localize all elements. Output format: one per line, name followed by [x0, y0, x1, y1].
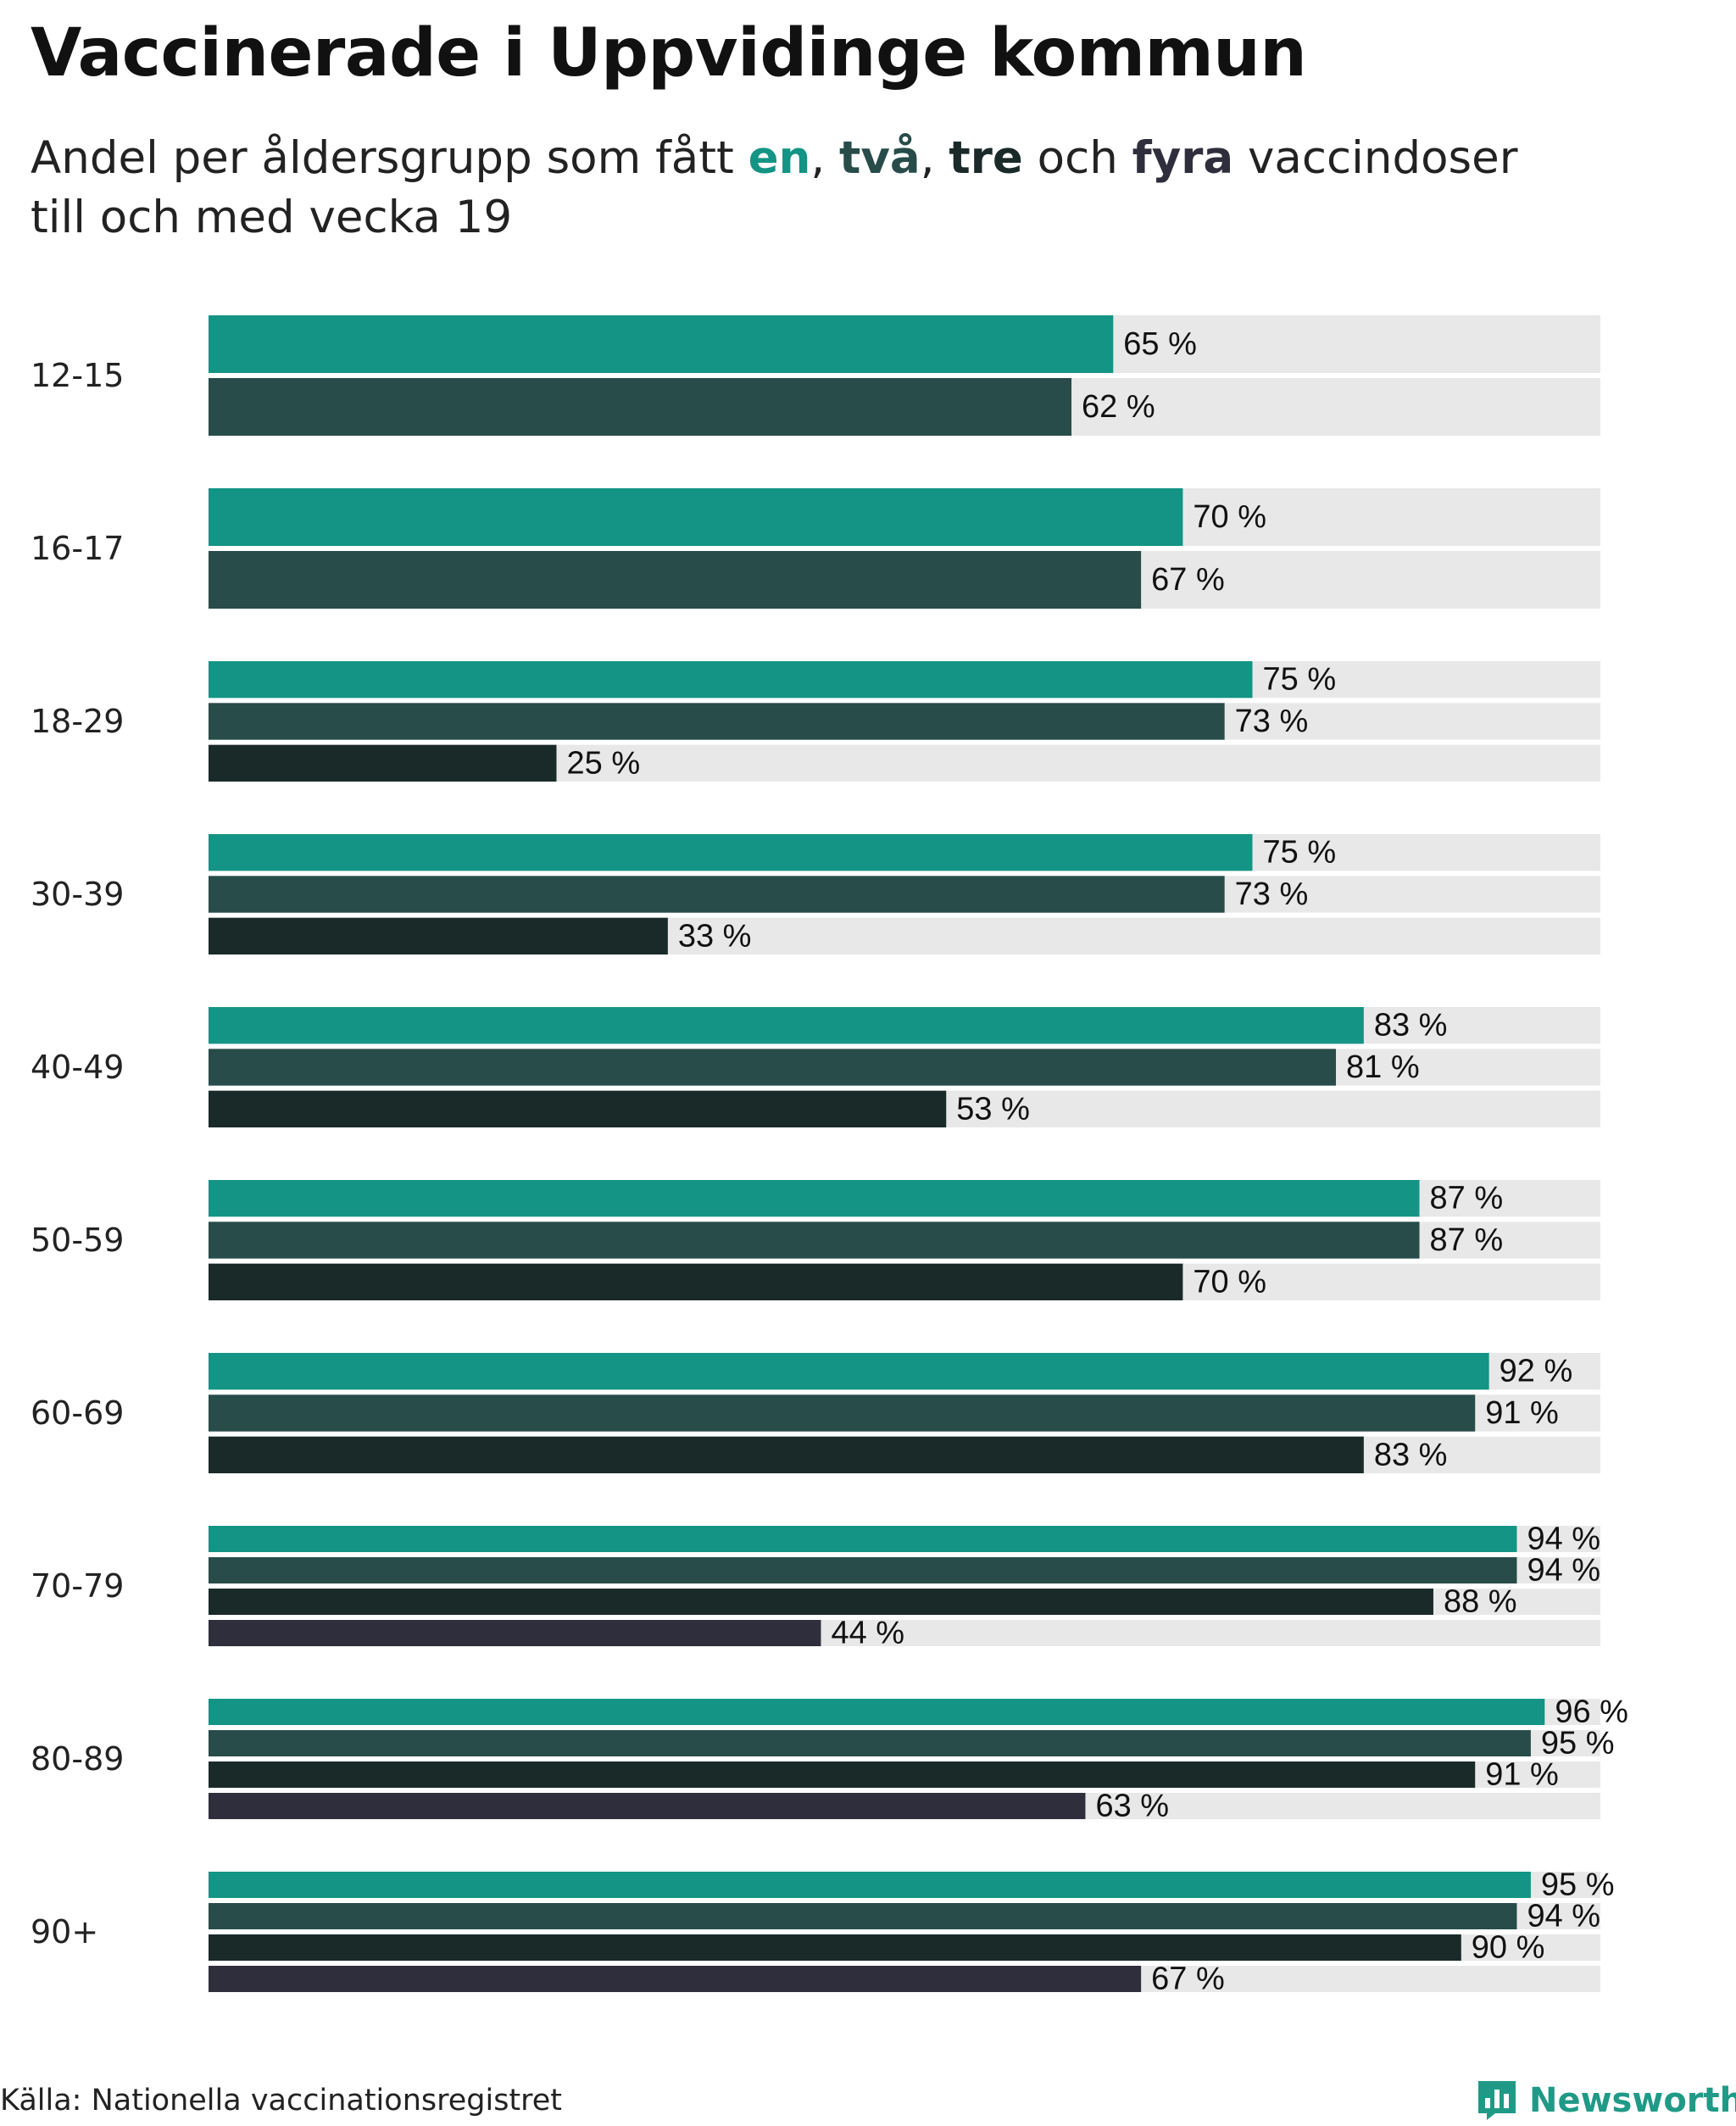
- bar-value-label: 25 %: [567, 745, 641, 781]
- bar-value-label: 62 %: [1082, 389, 1155, 425]
- bar-value-label: 96 %: [1555, 1695, 1628, 1730]
- bar-value-label: 83 %: [1374, 1437, 1448, 1472]
- bar-value-label: 67 %: [1151, 562, 1225, 598]
- bar-value-label: 94 %: [1527, 1522, 1600, 1557]
- bar-dose-2: [209, 1222, 1420, 1259]
- subtitle-dose-four: fyra: [1132, 132, 1234, 184]
- bar-value-label: 83 %: [1374, 1008, 1448, 1044]
- bar-value-label: 75 %: [1263, 835, 1337, 871]
- bar-value-label: 63 %: [1095, 1789, 1169, 1824]
- age-group-label: 90+: [31, 1913, 98, 1951]
- age-group-label: 60-69: [31, 1394, 124, 1432]
- age-group-label: 12-15: [31, 357, 124, 394]
- bar-value-label: 88 %: [1444, 1584, 1517, 1620]
- bar-dose-3: [209, 1589, 1433, 1615]
- age-group-label: 70-79: [31, 1567, 124, 1605]
- age-group-3: 30-39 75 % 73 % 33 %: [31, 834, 1600, 954]
- age-group-label: 16-17: [31, 530, 124, 567]
- bar-value-label: 91 %: [1485, 1757, 1559, 1793]
- bar-value-label: 81 %: [1346, 1049, 1420, 1085]
- bar-chart: 12-15 65 % 62 % 16-17 70 % 67 % 18-29 75 % 73 % 2…: [31, 315, 1628, 1997]
- bar-value-label: 67 %: [1151, 1962, 1225, 1997]
- bar-value-label: 65 %: [1123, 326, 1197, 362]
- bar-value-label: 73 %: [1235, 877, 1309, 912]
- bar-dose-1: [209, 661, 1253, 698]
- bar-value-label: 87 %: [1430, 1181, 1504, 1216]
- age-group-9: 90+ 95 %94 %90 % 67 %: [31, 1867, 1615, 1997]
- bar-value-label: 75 %: [1263, 662, 1337, 698]
- brand-logo: Newsworthy: [1477, 2075, 1736, 2126]
- bar-dose-1: [209, 1699, 1545, 1725]
- subtitle-separator: och: [1022, 132, 1132, 184]
- age-group-6: 60-69 92 % 91 % 83 %: [31, 1353, 1600, 1473]
- bar-dose-3: [209, 1263, 1183, 1300]
- bar-dose-1: [209, 315, 1114, 373]
- bar-value-label: 53 %: [956, 1091, 1030, 1127]
- bar-dose-3: [209, 1436, 1364, 1473]
- bar-dose-2: [209, 1557, 1517, 1583]
- age-group-label: 40-49: [31, 1049, 124, 1086]
- age-group-8: 80-89 96 %95 %91 % 63 %: [31, 1695, 1628, 1824]
- bar-dose-3: [209, 744, 557, 782]
- bar-value-label: 95 %: [1541, 1726, 1615, 1761]
- bar-dose-2: [209, 1394, 1476, 1432]
- bar-dose-2: [209, 378, 1072, 436]
- bar-value-label: 94 %: [1527, 1553, 1600, 1589]
- bar-value-label: 91 %: [1485, 1395, 1559, 1431]
- bar-value-label: 73 %: [1235, 704, 1309, 739]
- subtitle-line-2: till och med vecka 19: [31, 192, 513, 243]
- bar-dose-1: [209, 1353, 1489, 1390]
- bar-value-label: 44 %: [831, 1616, 904, 1651]
- subtitle-dose-two: två: [839, 132, 921, 184]
- age-group-label: 80-89: [31, 1740, 124, 1778]
- age-group-0: 12-15 65 % 62 %: [31, 315, 1600, 436]
- bar-dose-2: [209, 1730, 1531, 1756]
- bar-dose-1: [209, 1180, 1420, 1217]
- bar-dose-4: [209, 1793, 1086, 1819]
- newsworthy-logo-icon: [1478, 2081, 1516, 2120]
- bar-dose-2: [209, 876, 1225, 913]
- subtitle-dose-one: en: [748, 132, 811, 184]
- age-group-5: 50-59 87 % 87 % 70 %: [31, 1180, 1600, 1300]
- bar-dose-3: [209, 1934, 1461, 1961]
- bar-dose-1: [209, 1526, 1517, 1552]
- source-note: Källa: Nationella vaccinationsregistret: [0, 2084, 563, 2118]
- age-group-1: 16-17 70 % 67 %: [31, 488, 1600, 609]
- bar-dose-2: [209, 1903, 1517, 1929]
- subtitle-suffix: vaccindoser: [1233, 132, 1518, 184]
- age-group-2: 18-29 75 % 73 % 25 %: [31, 661, 1600, 782]
- bar-value-label: 92 %: [1500, 1354, 1573, 1389]
- subtitle-separator: ,: [920, 132, 949, 184]
- chart-title: Vaccinerade i Uppvidinge kommun: [31, 15, 1307, 92]
- bar-value-label: 94 %: [1527, 1899, 1600, 1934]
- bar-dose-4: [209, 1966, 1142, 1992]
- bar-dose-2: [209, 703, 1225, 740]
- bar-value-label: 70 %: [1193, 1264, 1266, 1300]
- bar-dose-2: [209, 1049, 1337, 1086]
- bar-dose-1: [209, 1872, 1531, 1898]
- bar-value-label: 33 %: [678, 918, 752, 954]
- bar-dose-3: [209, 917, 668, 954]
- brand-name: Newsworthy: [1529, 2081, 1736, 2120]
- bar-dose-2: [209, 551, 1142, 609]
- bar-dose-1: [209, 1007, 1364, 1044]
- age-group-label: 30-39: [31, 876, 124, 913]
- age-group-label: 18-29: [31, 703, 124, 740]
- bar-dose-4: [209, 1620, 821, 1646]
- age-group-label: 50-59: [31, 1222, 124, 1259]
- subtitle-separator: ,: [810, 132, 840, 184]
- age-group-7: 70-79 94 %94 % 88 % 44 %: [31, 1522, 1600, 1651]
- bar-dose-3: [209, 1761, 1476, 1788]
- bar-value-label: 87 %: [1430, 1222, 1504, 1258]
- bar-dose-3: [209, 1090, 947, 1127]
- age-group-4: 40-49 83 % 81 % 53 %: [31, 1007, 1600, 1127]
- bar-dose-1: [209, 488, 1183, 546]
- bar-value-label: 95 %: [1541, 1867, 1615, 1903]
- subtitle-dose-three: tre: [949, 132, 1023, 184]
- chart-subtitle: Andel per åldersgrupp som fått en, två, …: [31, 129, 1641, 248]
- bar-value-label: 90 %: [1472, 1930, 1545, 1966]
- subtitle-prefix: Andel per åldersgrupp som fått: [31, 132, 748, 184]
- bar-value-label: 70 %: [1193, 499, 1266, 535]
- bar-dose-1: [209, 834, 1253, 871]
